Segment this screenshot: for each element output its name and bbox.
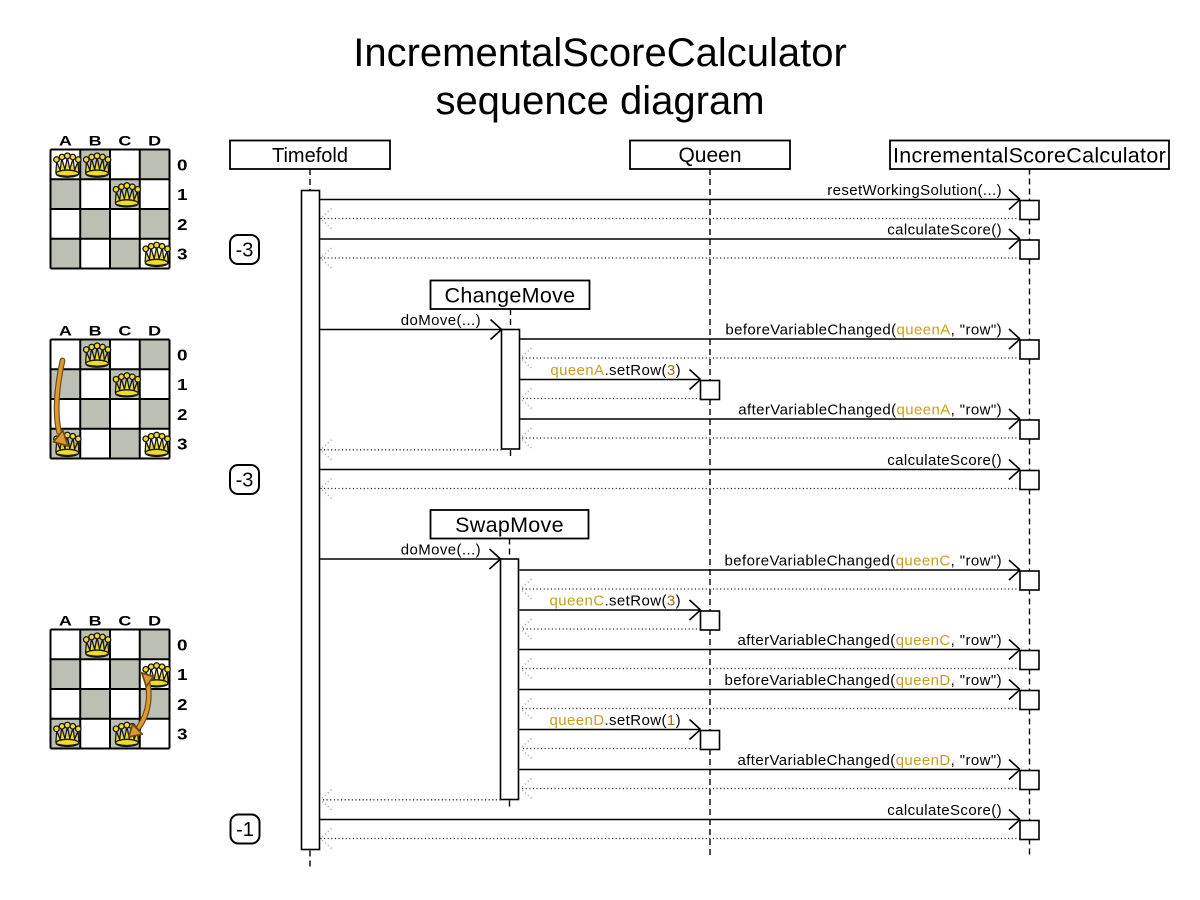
svg-text:IncrementalScoreCalculator: IncrementalScoreCalculator bbox=[893, 143, 1166, 167]
svg-text:Queen: Queen bbox=[678, 144, 741, 167]
svg-text:0: 0 bbox=[177, 157, 188, 174]
svg-text:2: 2 bbox=[177, 697, 188, 714]
svg-text:-3: -3 bbox=[236, 240, 254, 262]
svg-text:beforeVariableChanged(queenA,: beforeVariableChanged(queenA, "row") bbox=[725, 322, 1002, 339]
svg-text:ChangeMove: ChangeMove bbox=[445, 283, 576, 307]
svg-text:beforeVariableChanged(queenC,: beforeVariableChanged(queenC, "row") bbox=[725, 553, 1002, 570]
svg-text:B: B bbox=[89, 614, 102, 629]
svg-text:C: C bbox=[118, 134, 131, 149]
svg-text:1: 1 bbox=[177, 667, 188, 684]
svg-text:B: B bbox=[89, 134, 102, 149]
svg-text:D: D bbox=[148, 324, 161, 339]
svg-text:-1: -1 bbox=[236, 819, 254, 841]
svg-text:2: 2 bbox=[177, 407, 188, 424]
svg-text:1: 1 bbox=[177, 187, 188, 204]
svg-text:B: B bbox=[89, 324, 102, 339]
svg-text:Timefold: Timefold bbox=[272, 145, 348, 167]
svg-text:beforeVariableChanged(queenD,: beforeVariableChanged(queenD, "row") bbox=[725, 672, 1002, 689]
svg-text:A: A bbox=[59, 614, 72, 629]
svg-text:afterVariableChanged(queenD, ": afterVariableChanged(queenD, "row") bbox=[737, 752, 1002, 769]
svg-text:calculateScore(): calculateScore() bbox=[887, 452, 1002, 469]
svg-text:A: A bbox=[59, 324, 72, 339]
svg-text:D: D bbox=[148, 614, 161, 629]
svg-text:resetWorkingSolution(...): resetWorkingSolution(...) bbox=[827, 182, 1002, 199]
svg-text:0: 0 bbox=[177, 637, 188, 654]
svg-text:A: A bbox=[59, 134, 72, 149]
svg-text:calculateScore(): calculateScore() bbox=[887, 222, 1002, 239]
svg-text:0: 0 bbox=[177, 347, 188, 364]
svg-text:sequence diagram: sequence diagram bbox=[435, 79, 764, 123]
svg-text:3: 3 bbox=[177, 247, 188, 264]
svg-text:calculateScore(): calculateScore() bbox=[887, 802, 1002, 819]
svg-text:C: C bbox=[118, 614, 131, 629]
svg-text:doMove(...): doMove(...) bbox=[401, 312, 481, 329]
svg-text:queenD.setRow(1): queenD.setRow(1) bbox=[550, 712, 682, 729]
svg-text:-3: -3 bbox=[236, 470, 254, 492]
svg-text:afterVariableChanged(queenA, ": afterVariableChanged(queenA, "row") bbox=[738, 402, 1002, 419]
svg-text:queenC.setRow(3): queenC.setRow(3) bbox=[550, 593, 682, 610]
svg-text:afterVariableChanged(queenC, ": afterVariableChanged(queenC, "row") bbox=[737, 632, 1002, 649]
svg-text:SwapMove: SwapMove bbox=[455, 513, 564, 537]
svg-text:D: D bbox=[148, 134, 161, 149]
svg-text:2: 2 bbox=[177, 217, 188, 234]
svg-text:3: 3 bbox=[177, 727, 188, 744]
svg-text:3: 3 bbox=[177, 437, 188, 454]
svg-text:queenA.setRow(3): queenA.setRow(3) bbox=[550, 362, 681, 379]
svg-text:doMove(...): doMove(...) bbox=[401, 542, 481, 559]
svg-text:C: C bbox=[118, 324, 131, 339]
svg-text:IncrementalScoreCalculator: IncrementalScoreCalculator bbox=[353, 31, 847, 75]
svg-text:1: 1 bbox=[177, 377, 188, 394]
